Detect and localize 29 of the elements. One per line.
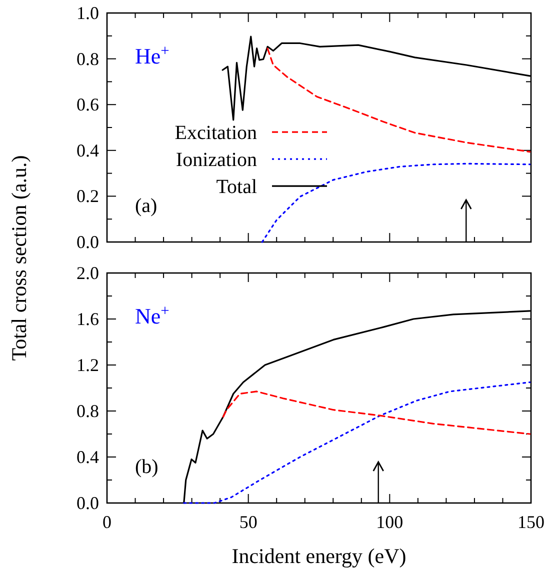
y-tick-label: 0.8 bbox=[76, 48, 99, 69]
y-tick-label: 2.0 bbox=[76, 263, 99, 283]
legend-label: Excitation bbox=[174, 122, 257, 144]
line-series bbox=[261, 162, 531, 243]
y-axis-title: Total cross section (a.u.) bbox=[7, 155, 31, 361]
x-axis-title: Incident energy (eV) bbox=[232, 544, 406, 568]
annotation: Ne$^{+}$ bbox=[135, 302, 170, 329]
y-tick-label: 0.6 bbox=[76, 94, 99, 115]
annotation: He$^{+}$ bbox=[135, 42, 170, 68]
x-tick-label: 150 bbox=[518, 512, 544, 532]
x-tick-label: 0 bbox=[102, 512, 112, 532]
legend-label: Ionization bbox=[176, 149, 257, 172]
line-series bbox=[266, 48, 531, 153]
y-tick-label: 0.2 bbox=[76, 186, 99, 206]
legend-label: Total bbox=[216, 176, 258, 198]
y-tick-label: 1.6 bbox=[76, 309, 99, 329]
y-tick-label: 0.4 bbox=[76, 447, 99, 467]
y-tick-label: 0.8 bbox=[76, 401, 99, 421]
y-tick-label: 1.2 bbox=[76, 355, 99, 375]
annotation: (a) bbox=[135, 195, 158, 217]
line-series bbox=[183, 381, 531, 504]
y-tick-label: 1.0 bbox=[76, 3, 99, 23]
x-tick-label: 50 bbox=[239, 512, 258, 532]
y-tick-label: 0.4 bbox=[76, 140, 99, 160]
y-tick-label: 0.0 bbox=[76, 232, 99, 252]
y-tick-label: 0.0 bbox=[76, 493, 99, 513]
line-series bbox=[222, 390, 531, 435]
annotation: (b) bbox=[135, 456, 158, 478]
x-tick-label: 100 bbox=[376, 512, 404, 532]
